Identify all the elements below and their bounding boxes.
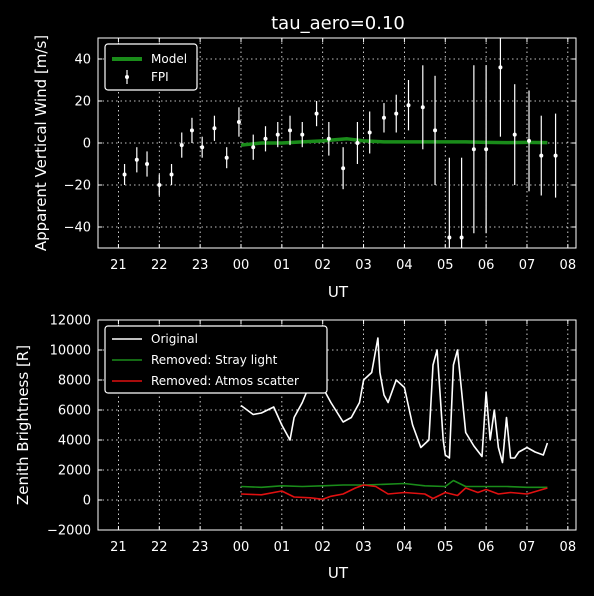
- fpi-point: [498, 65, 503, 70]
- x-tick-label: 21: [110, 540, 127, 555]
- x-tick-label: 08: [560, 258, 577, 273]
- fpi-point: [484, 147, 489, 152]
- x-tick-label: 02: [314, 258, 331, 273]
- x-tick-label: 01: [274, 258, 291, 273]
- fpi-point: [251, 145, 256, 150]
- x-tick-label: 22: [151, 540, 168, 555]
- y-tick-label: 10000: [50, 344, 91, 359]
- x-tick-label: 07: [519, 258, 536, 273]
- y-tick-label: 0: [83, 137, 91, 152]
- fpi-point: [326, 136, 331, 141]
- y-tick-label: −20: [64, 179, 91, 194]
- fpi-point: [224, 155, 229, 160]
- legend: Original Removed: Stray light Removed: A…: [104, 325, 328, 394]
- legend: Model FPI: [104, 43, 198, 91]
- fpi-point: [179, 143, 184, 148]
- x-tick-label: 01: [274, 540, 291, 555]
- x-tick-label: 02: [314, 540, 331, 555]
- tick-marks: 21 22 23 00 01 02 03 04 05 06 07 08 −40 −20 0 20 40: [64, 38, 577, 273]
- fpi-point: [275, 132, 280, 137]
- removed-atmos-scatter-line: [240, 484, 548, 501]
- x-tick-label: 03: [355, 258, 372, 273]
- fpi-point: [355, 141, 360, 145]
- fpi-point: [212, 126, 217, 131]
- plot-area: [122, 38, 558, 248]
- legend-box: [104, 325, 328, 394]
- legend-stray-label: Removed: Stray light: [151, 353, 278, 367]
- x-tick-label: 00: [233, 540, 250, 555]
- legend-fpi-label: FPI: [151, 70, 169, 84]
- y-axis-label: Zenith Brightness [R]: [14, 345, 32, 505]
- fpi-point: [539, 153, 544, 158]
- x-tick-label: 21: [110, 258, 127, 273]
- fpi-point: [134, 157, 139, 162]
- zenith-brightness-panel: 21 22 23 00 01 02 03 04 05 06 07 08 −2000 0 2000 4000 60…: [14, 314, 577, 582]
- x-tick-label: 23: [192, 258, 209, 273]
- fpi-point: [341, 166, 346, 171]
- y-tick-label: −2000: [47, 524, 91, 539]
- x-tick-label: 03: [355, 540, 372, 555]
- y-tick-label: 2000: [58, 464, 91, 479]
- legend-fpi-marker: [125, 75, 129, 79]
- fpi-point: [263, 136, 268, 141]
- x-tick-label: 05: [437, 540, 454, 555]
- model-line: [240, 137, 548, 147]
- fpi-point: [236, 120, 241, 124]
- y-tick-label: 6000: [58, 404, 91, 419]
- y-axis-label: Apparent Vertical Wind [m/s]: [32, 35, 50, 251]
- fpi-point: [553, 153, 558, 158]
- x-tick-label: 04: [396, 258, 413, 273]
- fpi-point: [300, 132, 305, 137]
- fpi-point: [157, 183, 162, 187]
- fpi-point: [145, 162, 150, 166]
- axes-frame: [97, 319, 577, 531]
- fpi-point: [471, 147, 476, 152]
- legend-atmos-label: Removed: Atmos scatter: [151, 374, 299, 388]
- x-tick-label: 06: [478, 540, 495, 555]
- legend-original-label: Original: [151, 332, 198, 346]
- fpi-point: [314, 111, 319, 116]
- removed-stray-light-line: [240, 479, 548, 489]
- y-tick-label: 0: [83, 494, 91, 509]
- fpi-point: [367, 130, 372, 135]
- y-tick-label: 12000: [50, 314, 91, 329]
- fpi-point: [394, 111, 399, 116]
- fpi-point: [406, 103, 411, 108]
- fpi-point: [200, 145, 205, 150]
- x-tick-label: 23: [192, 540, 209, 555]
- x-tick-label: 07: [519, 540, 536, 555]
- y-tick-label: 40: [74, 53, 91, 68]
- x-tick-label: 04: [396, 540, 413, 555]
- x-axis-label: UT: [328, 564, 349, 582]
- fpi-point: [447, 235, 452, 240]
- y-tick-label: 20: [74, 95, 91, 110]
- x-tick-label: 22: [151, 258, 168, 273]
- y-tick-label: −40: [64, 221, 91, 236]
- y-tick-label: 8000: [58, 374, 91, 389]
- x-tick-label: 05: [437, 258, 454, 273]
- tick-marks: 21 22 23 00 01 02 03 04 05 06 07 08 −2000 0 2000 4000 60…: [47, 314, 576, 556]
- x-tick-label: 00: [233, 258, 250, 273]
- fpi-point: [420, 105, 425, 110]
- fpi-point: [527, 138, 532, 143]
- vertical-wind-panel: tau_aero=0.10 21 22 23 00 01 02 03 04 05 06 07 08 −4…: [32, 13, 577, 301]
- legend-model-label: Model: [151, 52, 187, 66]
- fpi-point: [512, 132, 517, 137]
- fpi-point: [381, 115, 386, 120]
- fpi-point: [433, 128, 438, 133]
- fpi-point: [459, 235, 464, 240]
- fpi-point: [189, 128, 194, 133]
- fpi-point: [122, 172, 127, 177]
- fpi-point: [288, 128, 293, 133]
- y-tick-label: 4000: [58, 434, 91, 449]
- x-axis-label: UT: [328, 283, 349, 301]
- fpi-point: [169, 172, 174, 177]
- x-tick-label: 08: [560, 540, 577, 555]
- panel-title: tau_aero=0.10: [271, 13, 405, 34]
- x-tick-label: 06: [478, 258, 495, 273]
